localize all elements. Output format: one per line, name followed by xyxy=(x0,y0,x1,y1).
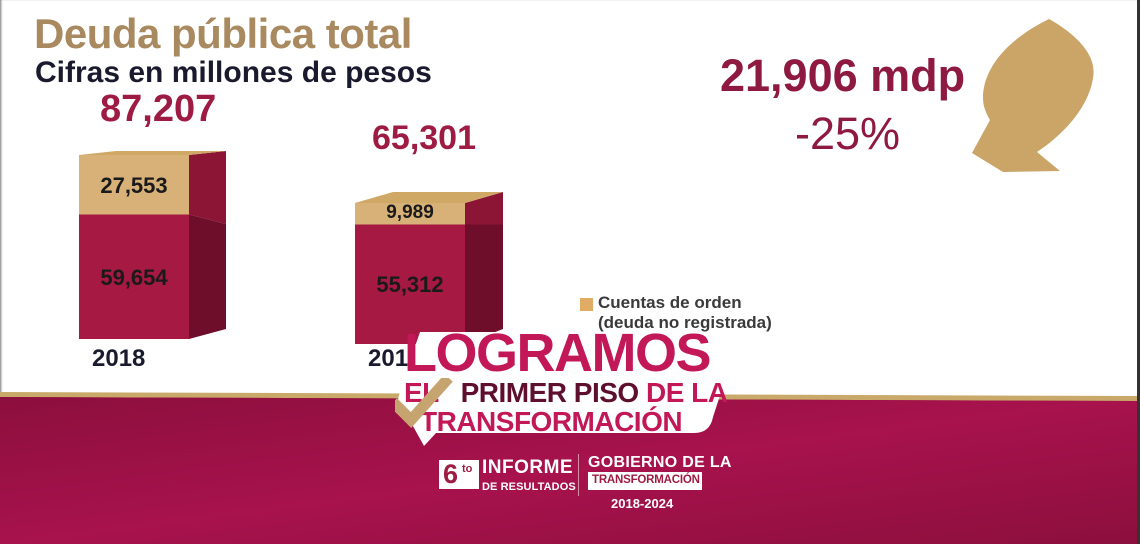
svg-text:27,553: 27,553 xyxy=(100,173,167,198)
svg-text:9,989: 9,989 xyxy=(386,202,434,223)
svg-text:55,312: 55,312 xyxy=(376,272,443,297)
svg-text:to: to xyxy=(462,463,473,475)
svg-text:59,654: 59,654 xyxy=(100,265,168,290)
svg-text:6: 6 xyxy=(443,460,458,489)
